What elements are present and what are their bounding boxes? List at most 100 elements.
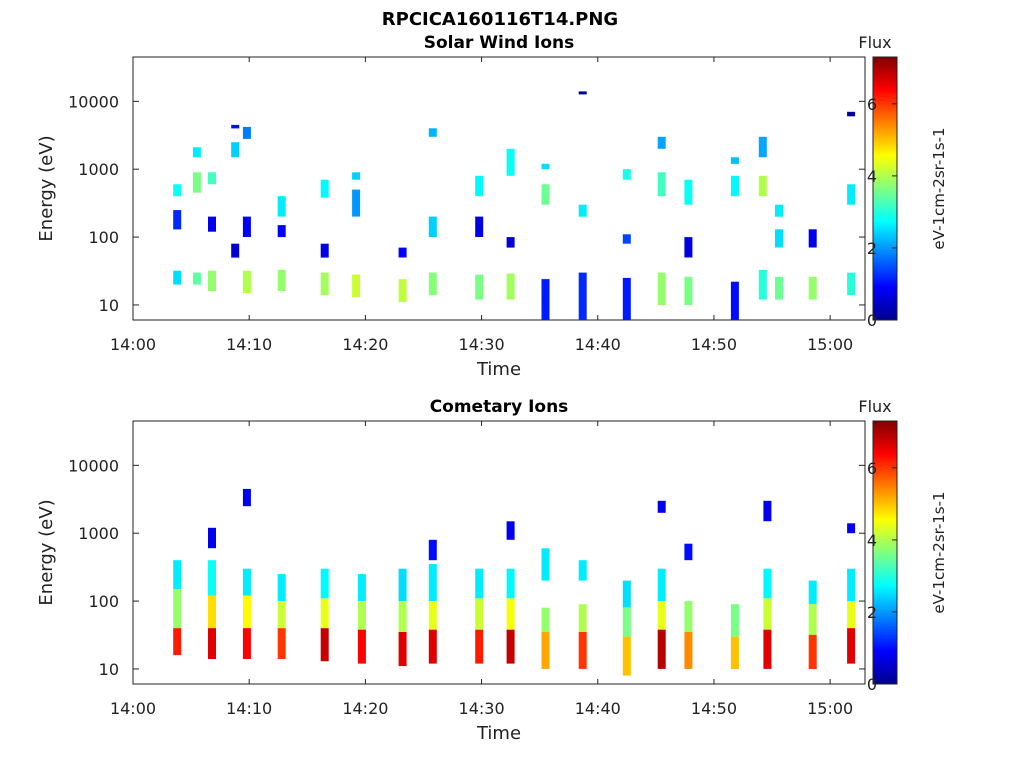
colorbar-unit: eV-1cm-2sr-1s-1 <box>930 127 948 249</box>
flux-cell <box>684 543 693 561</box>
flux-cell <box>428 629 437 664</box>
flux-cell <box>208 216 216 232</box>
flux-cell <box>475 175 484 197</box>
flux-cell <box>475 274 484 300</box>
flux-cell <box>506 568 515 599</box>
flux-cell <box>208 527 216 549</box>
flux-cell <box>763 568 772 599</box>
x-axis-label: Time <box>476 723 521 744</box>
flux-cell <box>684 276 693 305</box>
x-tick-label: 14:30 <box>459 335 505 354</box>
flux-cell <box>657 601 666 630</box>
flux-cell <box>847 523 856 534</box>
x-tick-label: 14:50 <box>691 699 737 718</box>
flux-cell <box>320 179 329 198</box>
flux-cell <box>684 601 693 632</box>
y-tick-label: 1000 <box>78 524 119 543</box>
flux-cell <box>622 169 631 180</box>
flux-cell <box>192 172 201 193</box>
flux-cell <box>192 272 201 285</box>
flux-cell <box>231 124 240 129</box>
flux-cell <box>173 184 182 197</box>
colorbar-tick-label: 2 <box>867 239 877 258</box>
flux-cell <box>730 604 739 637</box>
flux-cell <box>173 210 182 230</box>
flux-cell <box>730 175 739 197</box>
flux-cell <box>208 172 216 185</box>
y-tick-label: 100 <box>88 592 119 611</box>
flux-cell <box>352 189 361 217</box>
flux-cell <box>657 629 666 669</box>
flux-cell <box>320 628 329 662</box>
flux-cell <box>622 580 631 608</box>
plot-area <box>132 420 866 685</box>
flux-cell <box>541 279 550 320</box>
flux-cell <box>173 270 182 285</box>
flux-cell <box>320 243 329 258</box>
flux-cell <box>808 580 817 605</box>
flux-cell <box>398 601 407 632</box>
flux-cell <box>428 272 437 296</box>
flux-cell <box>398 247 407 258</box>
flux-cell <box>208 560 216 596</box>
flux-cell <box>277 601 286 629</box>
flux-cell <box>208 628 216 659</box>
x-tick-label: 14:50 <box>691 335 737 354</box>
flux-cell <box>475 598 484 630</box>
solar-wind-panel: Solar Wind Ions 14:00 14:10 14:20 14:30 14:40… <box>36 33 948 380</box>
plot-area <box>132 56 866 321</box>
flux-cell <box>277 628 286 659</box>
colorbar <box>872 56 898 321</box>
y-tick-label: 10 <box>99 296 119 315</box>
y-tick-label: 10 <box>99 660 119 679</box>
flux-cell <box>657 272 666 305</box>
flux-cell <box>506 521 515 540</box>
y-tick-label: 10000 <box>68 456 119 475</box>
x-tick-label: 14:10 <box>226 335 272 354</box>
colorbar-tick-label: 4 <box>867 531 877 550</box>
panel-title: Cometary Ions <box>430 397 569 417</box>
flux-cell <box>541 163 550 170</box>
flux-cell <box>231 142 240 158</box>
x-tick-label: 14:00 <box>110 335 156 354</box>
flux-cell <box>622 607 631 637</box>
flux-cell <box>684 632 693 669</box>
flux-cell <box>578 204 587 217</box>
flux-cell <box>428 216 437 237</box>
flux-cell <box>578 91 587 95</box>
flux-cell <box>847 111 856 117</box>
panel-title: Solar Wind Ions <box>424 33 575 53</box>
flux-cell <box>808 229 817 248</box>
x-tick-label: 14:40 <box>575 335 621 354</box>
flux-cell <box>357 601 366 630</box>
flux-cell <box>775 229 783 248</box>
flux-cell <box>277 196 286 217</box>
x-tick-label: 14:00 <box>110 699 156 718</box>
x-tick-label: 14:40 <box>575 699 621 718</box>
flux-cell <box>684 179 693 205</box>
flux-cell <box>320 598 329 629</box>
flux-cell <box>398 279 407 303</box>
flux-cell <box>775 276 783 300</box>
flux-cell <box>242 628 251 659</box>
flux-cell <box>541 184 550 205</box>
flux-cell <box>242 216 251 237</box>
flux-cell <box>475 568 484 599</box>
colorbar-tick-label: 6 <box>867 95 877 114</box>
colorbar-label: Flux <box>858 397 891 416</box>
flux-cell <box>775 204 783 217</box>
flux-cell <box>763 629 772 669</box>
flux-cell <box>758 269 767 300</box>
flux-cell <box>847 184 856 205</box>
flux-cell <box>657 136 666 149</box>
flux-cell <box>506 598 515 630</box>
flux-cell <box>657 568 666 602</box>
flux-cell <box>847 272 856 296</box>
x-axis-label: Time <box>476 359 521 380</box>
flux-cell <box>357 574 366 602</box>
flux-cell <box>730 281 739 320</box>
flux-cell <box>684 237 693 258</box>
flux-cell <box>173 560 182 590</box>
flux-cell <box>506 629 515 664</box>
